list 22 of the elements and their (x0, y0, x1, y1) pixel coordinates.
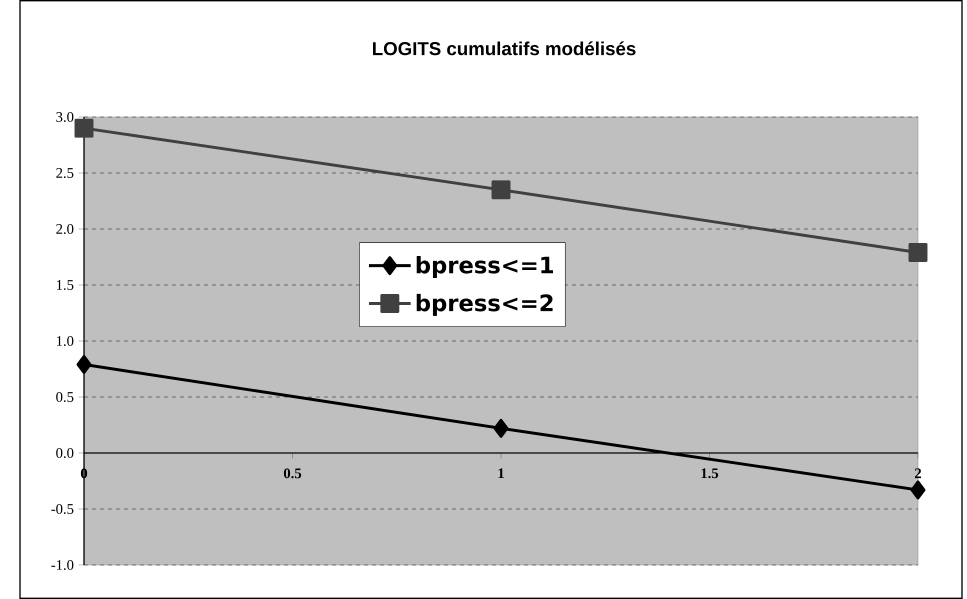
y-tick-label: -0.5 (51, 504, 74, 514)
y-tick-label: 0.5 (56, 392, 74, 402)
point (74, 118, 94, 138)
point (908, 243, 928, 262)
point (492, 180, 510, 200)
y-tick-label: -1.0 (51, 560, 74, 570)
x-tick-label: 0.5 (284, 468, 302, 478)
point (494, 418, 508, 438)
y-tick-label: 2.5 (56, 168, 74, 178)
y-tick-label: 2.0 (56, 224, 74, 234)
y-tick-label: 3.0 (56, 112, 74, 122)
point (76, 355, 92, 374)
legend-label: bpress<=2 (416, 294, 553, 316)
y-tick-label: 0.0 (56, 448, 74, 458)
x-tick-label: 1 (498, 468, 504, 478)
y-tick-label: 1.5 (56, 280, 74, 290)
legend-label: bpress<=1 (416, 256, 554, 278)
x-tick-label: 2 (914, 468, 922, 478)
point (910, 480, 926, 500)
chart-title: LOGITS cumulatifs modélisés (373, 41, 636, 56)
x-tick-label: 1.5 (702, 468, 718, 478)
y-tick-label: 1.0 (56, 336, 74, 346)
